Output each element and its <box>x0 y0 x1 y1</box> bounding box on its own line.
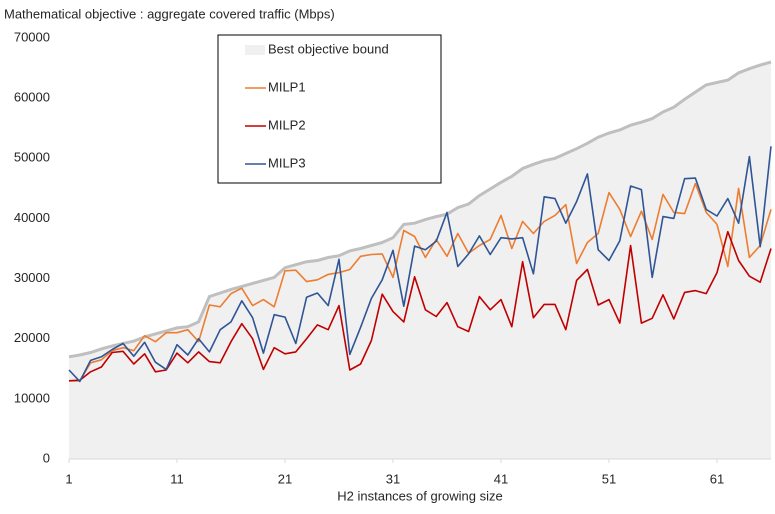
legend-swatch <box>245 45 265 55</box>
x-tick-label: 51 <box>602 471 616 486</box>
y-tick-label: 40000 <box>14 210 50 225</box>
line <box>68 230 772 382</box>
legend-box <box>217 34 442 184</box>
legend-label: Best objective bound <box>268 41 389 56</box>
x-tick-label: 61 <box>710 471 724 486</box>
y-tick-label: 20000 <box>14 330 50 345</box>
chart-title: Mathematical objective : aggregate cover… <box>4 6 335 21</box>
legend: Best objective bound MILP1 MILP2 MILP3 <box>245 41 389 170</box>
y-tick-label: 0 <box>43 450 50 465</box>
legend-label: MILP1 <box>268 79 306 94</box>
area <box>69 62 771 459</box>
line <box>68 146 772 383</box>
y-tick-label: 10000 <box>14 390 50 405</box>
x-axis-label: H2 instances of growing size <box>337 488 502 503</box>
legend-label: MILP2 <box>268 117 306 132</box>
x-tick-label: 21 <box>278 471 292 486</box>
area-line <box>68 60 772 359</box>
x-tick-label: 1 <box>65 471 72 486</box>
line <box>69 182 772 382</box>
y-tick-label: 30000 <box>14 270 50 285</box>
y-tick-label: 70000 <box>14 29 50 44</box>
plot-area <box>68 60 772 463</box>
y-tick-label: 50000 <box>14 150 50 165</box>
x-tick-label: 41 <box>494 471 508 486</box>
legend-label: MILP3 <box>268 155 306 170</box>
y-tick-label: 60000 <box>14 90 50 105</box>
x-tick-label: 11 <box>170 471 184 486</box>
x-tick-label: 31 <box>386 471 400 486</box>
